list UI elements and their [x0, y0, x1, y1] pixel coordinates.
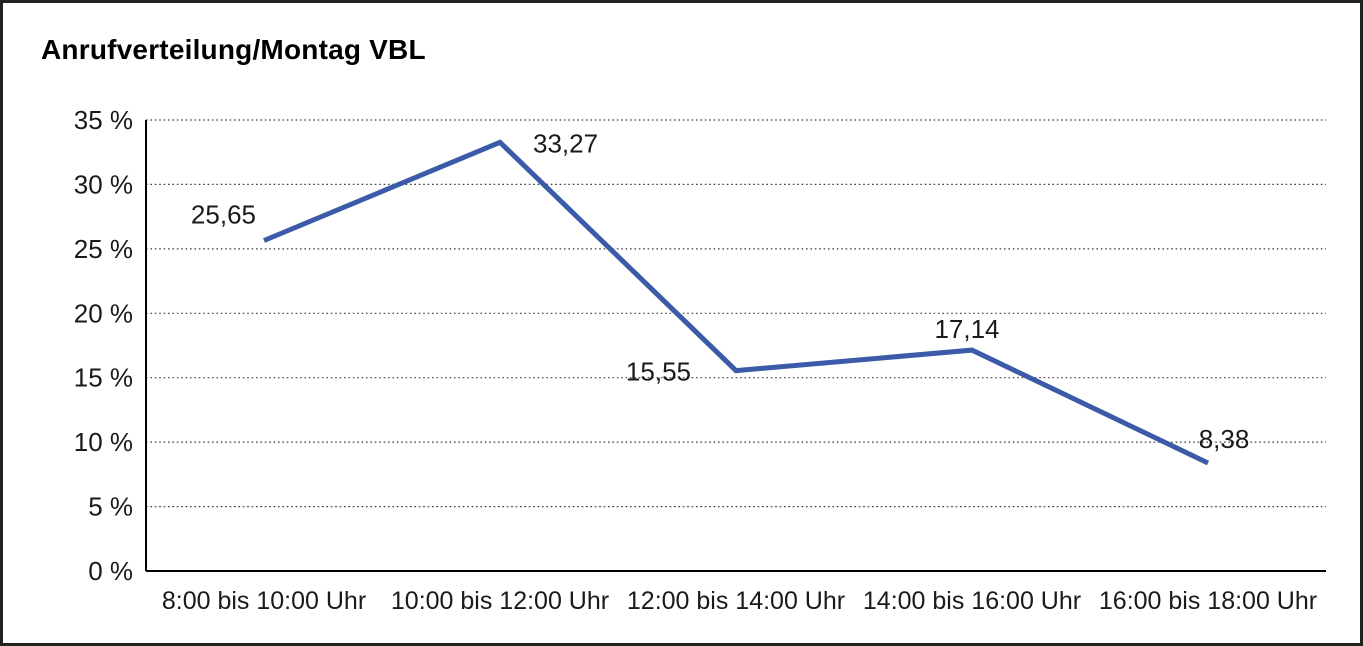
x-tick-label: 12:00 bis 14:00 Uhr [627, 587, 845, 615]
data-point-label: 33,27 [533, 128, 598, 158]
x-tick-label: 14:00 bis 16:00 Uhr [863, 587, 1081, 615]
chart-title: Anrufverteilung/Montag VBL [41, 34, 426, 65]
y-tick-label: 25 % [74, 234, 133, 264]
y-tick-label: 5 % [88, 492, 133, 522]
y-tick-label: 20 % [74, 298, 133, 328]
y-tick-label: 30 % [74, 169, 133, 199]
x-tick-label: 10:00 bis 12:00 Uhr [391, 587, 609, 615]
series-line [263, 139, 1210, 466]
y-tick-label: 10 % [74, 427, 133, 457]
x-tick-label: 8:00 bis 10:00 Uhr [162, 587, 366, 615]
data-point-label: 25,65 [191, 200, 256, 230]
y-tick-label: 35 % [74, 105, 133, 135]
x-tick-label: 16:00 bis 18:00 Uhr [1099, 587, 1317, 615]
y-tick-label: 0 % [88, 556, 133, 586]
data-point-label: 17,14 [934, 314, 999, 344]
data-point-label: 8,38 [1199, 424, 1250, 454]
data-point-label: 15,55 [626, 357, 691, 387]
y-tick-label: 15 % [74, 363, 133, 393]
line-chart: 0 % 5 % 10 % 15 % 20 % 25 % 30 % 35 % 8:00 bis 1… [74, 105, 1326, 615]
